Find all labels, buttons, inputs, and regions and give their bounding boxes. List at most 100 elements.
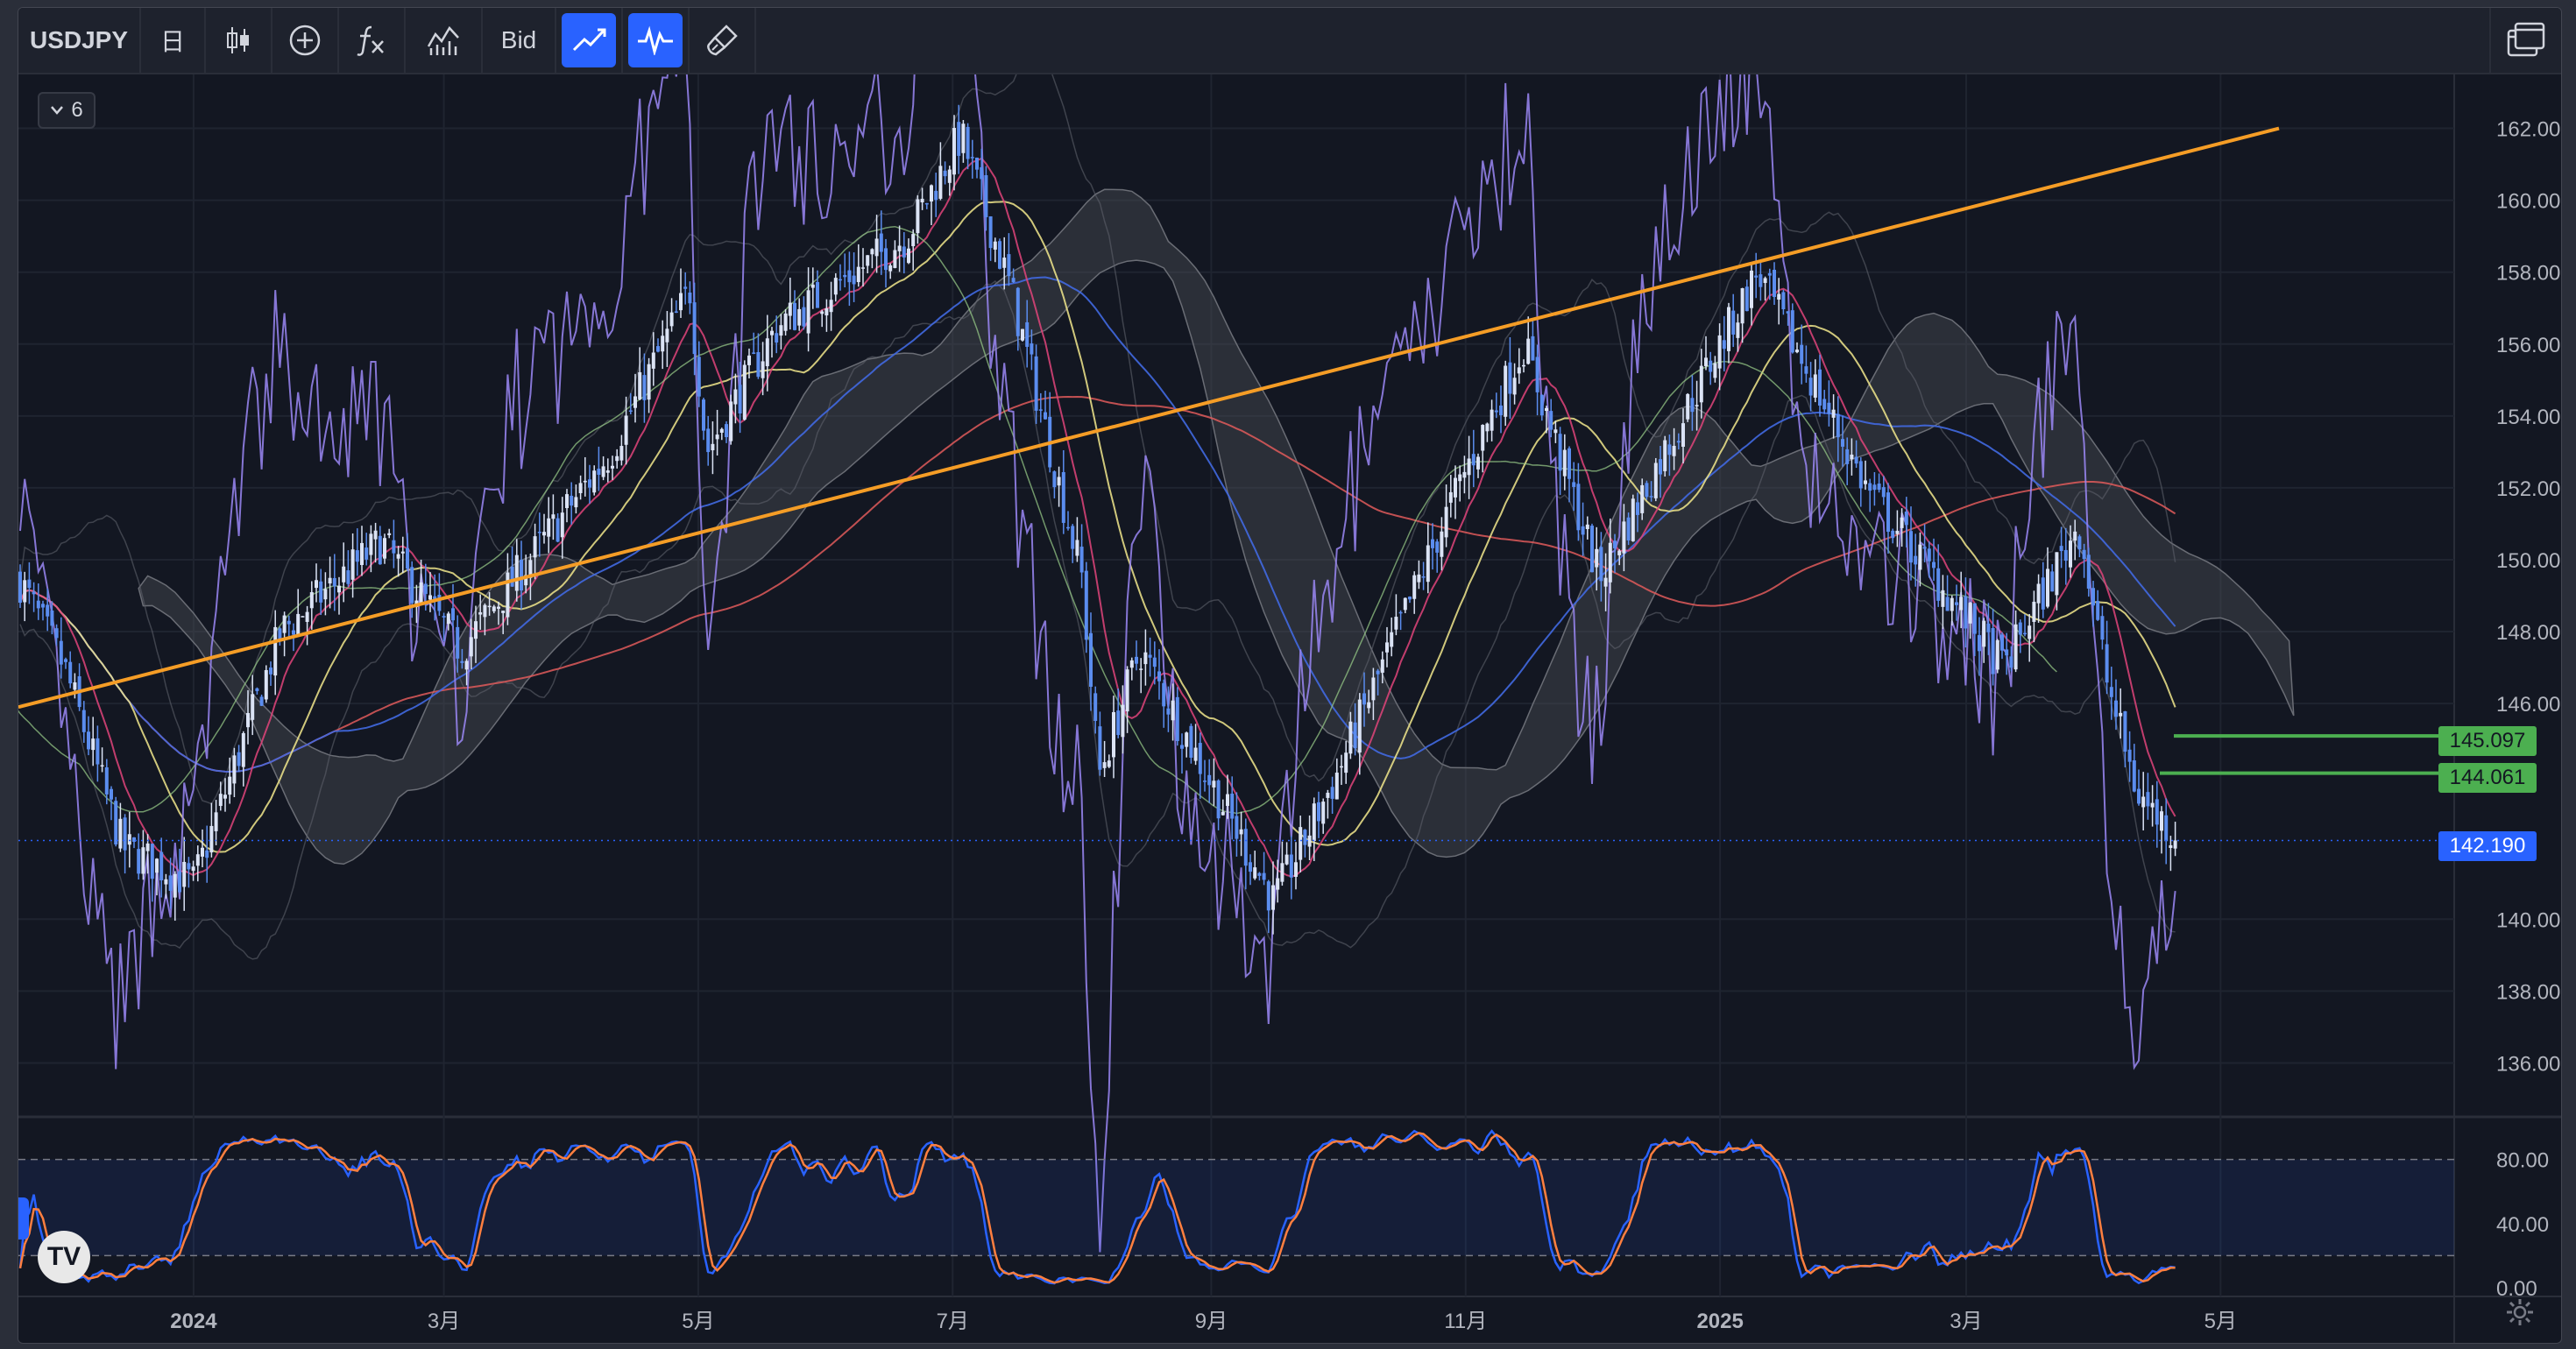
candle-body [642, 375, 647, 400]
compare-button[interactable] [272, 8, 339, 73]
candle-body [1864, 480, 1867, 484]
oscillator-pane-handle[interactable] [18, 1197, 29, 1240]
candle-body [73, 682, 77, 690]
candle-body [1440, 531, 1444, 557]
candles-group [18, 104, 2177, 935]
candles-icon [227, 27, 249, 53]
candle-body [1289, 854, 1293, 878]
candle-body [2073, 531, 2077, 541]
candle-body [783, 313, 788, 331]
oscillator-tick: 80.00 [2496, 1149, 2549, 1173]
candle-body [1431, 539, 1434, 548]
candle-body [1950, 597, 1954, 611]
candle-body [2164, 815, 2169, 842]
candle-body [46, 604, 50, 617]
tradingview-logo[interactable]: TV [38, 1231, 90, 1283]
candle-body [478, 611, 483, 615]
candle-body [1075, 540, 1079, 556]
oscillator-tool-button[interactable] [623, 8, 690, 73]
candle-body [1312, 803, 1316, 841]
gear-icon[interactable] [2505, 1297, 2535, 1327]
candle-body [460, 660, 464, 663]
candle-body [725, 424, 728, 438]
candle-body [419, 582, 423, 604]
templates-button[interactable] [406, 8, 483, 73]
trend-line-tool-button[interactable] [556, 8, 623, 73]
candle-body [1230, 794, 1235, 819]
legend-toggle[interactable]: 6 [38, 92, 96, 129]
candle-body [369, 533, 373, 555]
candle-body [1334, 773, 1339, 800]
price-tick: 138.000 [2496, 980, 2561, 1004]
candle-body [301, 616, 305, 618]
candle-body [1545, 407, 1548, 412]
candle-body [638, 371, 642, 399]
candle-body [1189, 725, 1193, 758]
price-source-button[interactable]: Bid [483, 8, 556, 73]
chart-area[interactable]: 162.000 160.000 158.000 156.000 154.000 152.0… [18, 8, 2561, 1343]
candle-body [824, 308, 829, 316]
candle-body [383, 538, 386, 559]
candle-body [373, 530, 378, 540]
indicators-button[interactable] [339, 8, 406, 73]
candle-body [806, 290, 810, 334]
candle-body [2123, 710, 2127, 752]
alert-label-144[interactable]: 144.061 [2438, 763, 2537, 793]
interval-button[interactable]: 日 [141, 8, 206, 73]
candle-body [747, 355, 751, 365]
candle-body [788, 302, 792, 316]
overlay-line [19, 8, 2176, 1253]
alert-label-145[interactable]: 145.097 [2438, 726, 2537, 756]
candle-body [1695, 405, 1699, 406]
layout-windows-icon [2507, 22, 2545, 57]
chart-type-button[interactable] [206, 8, 272, 73]
candle-body [711, 443, 715, 451]
candle-body [966, 126, 970, 159]
candle-body [1089, 632, 1093, 688]
candle-body [1125, 669, 1129, 712]
price-chart[interactable]: 162.000 160.000 158.000 156.000 154.000 152.0… [18, 8, 2561, 1343]
candle-body [50, 610, 54, 626]
candle-body [410, 567, 414, 604]
candle-body [998, 241, 1001, 269]
eraser-button[interactable] [690, 8, 756, 73]
time-tick: 3月 [428, 1310, 460, 1333]
candle-body [911, 234, 916, 247]
price-tick: 160.000 [2496, 190, 2561, 214]
candle-body [993, 241, 997, 250]
candle-body [1964, 596, 1968, 629]
candle-body [605, 470, 610, 473]
time-tick: 11月 [1444, 1310, 1487, 1333]
price-tick: 146.000 [2496, 693, 2561, 717]
candle-body [2077, 536, 2082, 550]
candle-body [870, 249, 874, 255]
top-toolbar: USDJPY 日 [18, 8, 2561, 74]
symbol-button[interactable]: USDJPY [18, 8, 141, 73]
candle-body [683, 286, 688, 289]
candle-body [907, 248, 910, 264]
candle-body [23, 580, 27, 603]
candle-body [1175, 696, 1179, 741]
candle-body [624, 415, 628, 445]
candle-body [32, 591, 36, 595]
candle-body [127, 834, 131, 845]
candle-body [1454, 477, 1457, 498]
candle-body [1535, 357, 1539, 392]
candle-body [816, 282, 819, 308]
candle-body [943, 170, 947, 177]
candle-body [793, 302, 796, 330]
candle-body [1763, 278, 1767, 284]
candle-body [1699, 365, 1703, 403]
candle-body [1936, 568, 1941, 601]
candle-body [1750, 270, 1753, 308]
last-price-label: 142.190 [2438, 831, 2537, 861]
bollinger-upper [19, 53, 2176, 805]
candle-body [779, 325, 783, 336]
candle-body [1030, 343, 1034, 355]
candle-body [1390, 632, 1394, 647]
candle-body [1617, 550, 1622, 555]
candle-body [1166, 708, 1171, 715]
candle-body [1539, 394, 1544, 416]
candle-body [2127, 749, 2132, 762]
layout-button[interactable] [2489, 8, 2561, 73]
